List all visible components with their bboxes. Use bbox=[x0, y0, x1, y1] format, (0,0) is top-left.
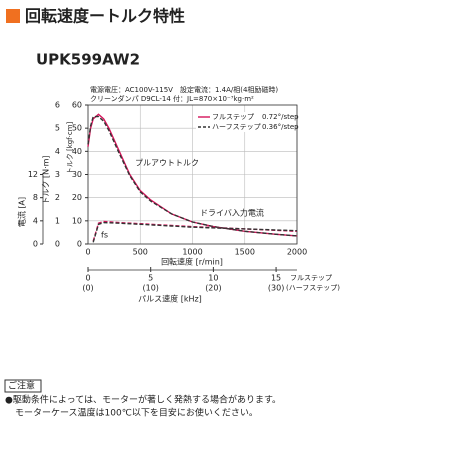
y-axis-title: トルク [N·m] bbox=[42, 155, 51, 204]
y2-tick-label: 40 bbox=[72, 147, 82, 156]
y2-tick-label: 50 bbox=[72, 124, 82, 133]
y2-tick-label: 0 bbox=[77, 240, 82, 249]
y2-tick-label: 30 bbox=[72, 170, 82, 179]
x3-name: (ハーフステップ) bbox=[286, 284, 340, 292]
x-tick-label: 1500 bbox=[235, 248, 255, 257]
y3-tick-label: 0 bbox=[33, 240, 38, 249]
y2-axis-title: トルク [kgf·cm] bbox=[66, 121, 74, 174]
y2-tick-label: 60 bbox=[72, 101, 82, 110]
series-line bbox=[92, 220, 298, 242]
condition: クリーンダンパ D9CL-14 付：JL=870×10⁻⁷kg·m² bbox=[90, 94, 254, 103]
y3-tick-label: 12 bbox=[28, 170, 38, 179]
note-box bbox=[4, 379, 42, 393]
x-tick-label: 0 bbox=[85, 248, 90, 257]
x2-axis-title: パルス速度 [kHz] bbox=[138, 294, 202, 304]
x2-tick-label: 0 bbox=[85, 274, 90, 283]
y3-tick-label: 4 bbox=[33, 216, 38, 225]
annotation: fs bbox=[101, 231, 108, 240]
x-tick-label: 500 bbox=[133, 248, 148, 257]
legend-bg bbox=[196, 112, 295, 122]
y3-tick-label: 8 bbox=[33, 193, 38, 202]
legend-step: 0.36°/step bbox=[262, 123, 299, 131]
condition: 電源電圧：AC100V-115V 設定電流：1.4A/相(4相励磁時) bbox=[90, 85, 278, 94]
y-tick-label: 0 bbox=[55, 240, 60, 249]
x3-tick-label: (10) bbox=[142, 284, 158, 293]
y-tick-label: 6 bbox=[55, 101, 60, 110]
x3-tick-label: (0) bbox=[82, 284, 93, 293]
y-tick-label: 3 bbox=[55, 170, 60, 179]
x2-tick-label: 5 bbox=[148, 274, 153, 283]
x2-tick-label: 15 bbox=[271, 274, 281, 283]
annotation: プルアウトトルク bbox=[135, 159, 199, 168]
y2-tick-label: 10 bbox=[72, 216, 82, 225]
y-tick-label: 4 bbox=[55, 147, 60, 156]
annotation: ドライバ入力電流 bbox=[200, 208, 264, 218]
legend-label: ハーフステップ bbox=[212, 123, 261, 131]
y-tick-label: 2 bbox=[55, 193, 60, 202]
y-tick-label: 1 bbox=[55, 216, 60, 225]
x2-tick-label: 10 bbox=[208, 274, 218, 283]
series-line bbox=[92, 221, 298, 243]
page-title: 回転速度ートルク特性 bbox=[25, 7, 185, 26]
x-axis-title: 回転速度 [r/min] bbox=[161, 257, 223, 267]
x2-name: フルステップ bbox=[290, 274, 332, 282]
x3-tick-label: (20) bbox=[205, 284, 221, 293]
note-line: ●駆動条件によっては、モーターが著しく発熱する場合があります。 bbox=[5, 394, 281, 406]
legend-label: フルステップ bbox=[212, 113, 254, 121]
y3-axis-title: 電流 [A] bbox=[17, 197, 27, 227]
title-marker bbox=[6, 9, 20, 23]
legend-bg bbox=[196, 122, 295, 132]
y2-tick-label: 20 bbox=[72, 193, 82, 202]
x-tick-label: 1000 bbox=[182, 248, 202, 257]
model-name: UPK599AW2 bbox=[36, 51, 140, 69]
series-line bbox=[87, 115, 298, 237]
legend-step: 0.72°/step bbox=[262, 113, 299, 121]
plot-frame bbox=[87, 104, 298, 245]
note-line: モーターケース温度は100℃以下を目安にお使いください。 bbox=[15, 407, 258, 419]
note-title: ご注意 bbox=[8, 380, 35, 392]
x3-tick-label: (30) bbox=[268, 284, 284, 293]
x-tick-label: 2000 bbox=[287, 248, 307, 257]
y-tick-label: 5 bbox=[55, 124, 60, 133]
